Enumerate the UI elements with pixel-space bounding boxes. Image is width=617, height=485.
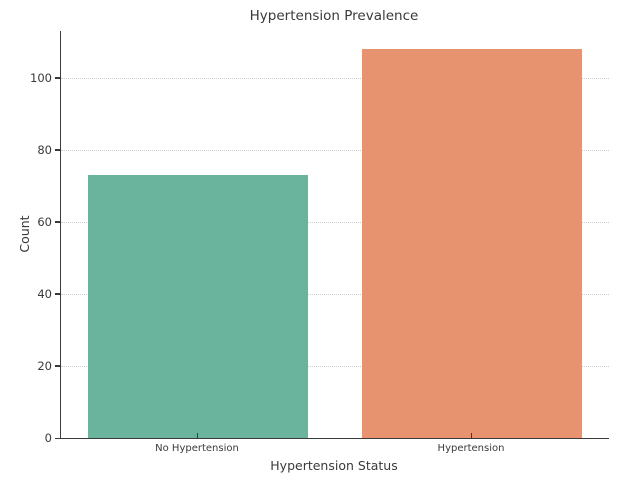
y-tick-label-0: 0	[44, 431, 52, 445]
y-tick-mark-20	[55, 365, 60, 367]
gridline-y-80	[61, 149, 609, 151]
gridline-y-100	[61, 77, 609, 79]
x-axis-label: Hypertension Status	[270, 458, 398, 473]
y-tick-mark-60	[55, 221, 60, 223]
y-tick-label-40: 40	[37, 286, 52, 301]
y-tick-label-80: 80	[37, 142, 52, 157]
bar-no-hypertension	[88, 175, 308, 438]
y-tick-mark-100	[55, 77, 60, 79]
x-tick-mark-no-hypertension	[196, 433, 198, 438]
x-tick-label-hypertension: Hypertension	[437, 443, 505, 454]
y-tick-mark-0	[55, 437, 60, 439]
y-tick-mark-40	[55, 293, 60, 295]
x-tick-mark-hypertension	[470, 433, 472, 438]
gridline-y-60	[61, 221, 609, 223]
y-tick-label-20: 20	[37, 358, 52, 373]
gridline-y-40	[61, 293, 609, 295]
y-tick-mark-80	[55, 149, 60, 151]
y-tick-label-60: 60	[37, 214, 52, 229]
bar-hypertension	[362, 49, 582, 438]
chart-title: Hypertension Prevalence	[249, 8, 419, 24]
x-tick-label-no-hypertension: No Hypertension	[155, 443, 239, 454]
gridline-y-20	[61, 365, 609, 367]
plot-area	[60, 31, 609, 439]
y-tick-label-100: 100	[30, 70, 52, 85]
